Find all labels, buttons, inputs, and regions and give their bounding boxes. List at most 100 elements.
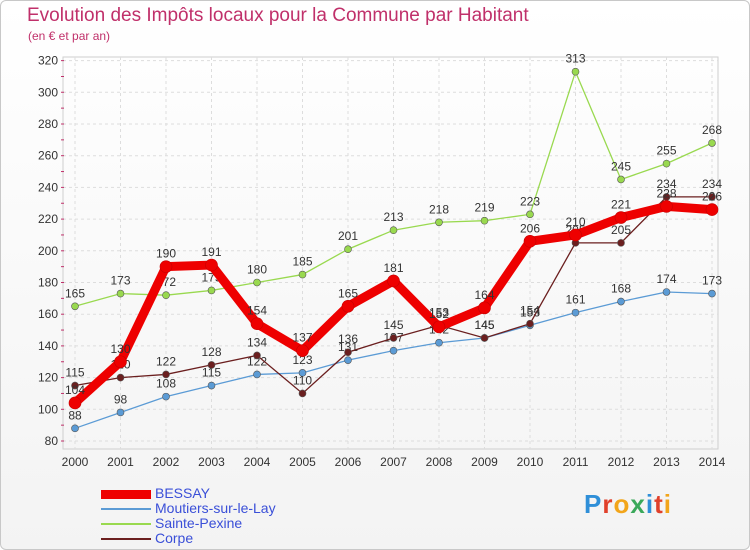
data-label-corpe: 205	[611, 223, 631, 237]
chart-subtitle: (en € et par an)	[28, 29, 111, 43]
x-tick-label: 2006	[335, 455, 362, 469]
data-label-sainte-pexine: 201	[338, 229, 358, 243]
x-tick-label: 2010	[517, 455, 544, 469]
legend-swatch-sainte-pexine	[101, 523, 151, 525]
data-point-moutiers-sur-le-lay	[708, 289, 716, 298]
y-tick-label: 280	[38, 117, 58, 131]
data-point-sainte-pexine	[526, 210, 534, 219]
data-label-sainte-pexine: 185	[292, 255, 312, 269]
data-point-sainte-pexine	[253, 278, 261, 287]
data-point-moutiers-sur-le-lay	[71, 424, 79, 433]
chart-title: Evolution des Impôts locaux pour la Comm…	[27, 5, 529, 26]
data-label-moutiers-sur-le-lay: 98	[114, 392, 128, 406]
data-label-sainte-pexine: 180	[247, 263, 267, 277]
data-point-corpe	[207, 361, 216, 369]
data-point-moutiers-sur-le-lay	[344, 356, 352, 364]
data-point-corpe	[71, 381, 79, 390]
data-point-moutiers-sur-le-lay	[662, 288, 671, 296]
data-label-bessay: 154	[247, 304, 267, 318]
x-tick-label: 2000	[62, 455, 89, 469]
data-label-corpe: 115	[65, 366, 84, 380]
data-point-moutiers-sur-le-lay	[253, 370, 261, 379]
data-label-corpe: 145	[474, 318, 494, 332]
data-label-moutiers-sur-le-lay: 122	[247, 354, 267, 368]
legend-label-sainte-pexine: Sainte-Pexine	[155, 515, 243, 531]
y-tick-label: 120	[38, 371, 58, 385]
data-label-sainte-pexine: 219	[474, 201, 494, 215]
x-tick-label: 2012	[608, 455, 635, 469]
data-label-bessay: 221	[611, 198, 631, 212]
data-label-bessay: 152	[429, 307, 449, 321]
y-tick-label: 260	[38, 149, 58, 163]
data-label-sainte-pexine: 173	[110, 274, 130, 288]
data-point-bessay	[296, 344, 309, 357]
data-label-moutiers-sur-le-lay: 168	[611, 282, 631, 296]
data-point-moutiers-sur-le-lay	[298, 369, 307, 377]
data-point-sainte-pexine	[617, 175, 625, 184]
data-point-bessay	[614, 211, 628, 224]
data-point-sainte-pexine	[480, 216, 489, 225]
data-label-moutiers-sur-le-lay: 88	[68, 408, 82, 422]
data-point-bessay	[569, 228, 582, 242]
data-point-bessay	[705, 203, 719, 216]
data-point-sainte-pexine	[435, 218, 443, 227]
y-tick-label: 200	[38, 244, 58, 258]
legend-swatch-bessay	[101, 490, 151, 499]
data-point-moutiers-sur-le-lay	[617, 297, 625, 306]
x-tick-label: 2013	[653, 455, 680, 469]
data-label-corpe: 128	[201, 345, 221, 359]
data-label-corpe: 110	[293, 373, 312, 387]
data-label-bessay: 206	[520, 221, 540, 235]
data-label-moutiers-sur-le-lay: 174	[656, 272, 676, 286]
data-point-corpe	[298, 389, 307, 398]
data-label-bessay: 210	[565, 215, 585, 229]
data-point-sainte-pexine	[298, 270, 307, 279]
data-label-corpe: 154	[520, 304, 540, 318]
data-point-sainte-pexine	[344, 245, 352, 254]
data-point-bessay	[432, 320, 446, 334]
data-label-corpe: 122	[156, 354, 176, 368]
data-label-sainte-pexine: 223	[520, 194, 540, 208]
data-label-moutiers-sur-le-lay: 173	[702, 274, 722, 288]
data-point-bessay	[114, 355, 127, 369]
data-point-sainte-pexine	[162, 291, 170, 299]
y-tick-label: 80	[45, 434, 59, 448]
x-tick-label: 2011	[563, 455, 589, 469]
data-point-corpe	[526, 319, 534, 328]
data-point-moutiers-sur-le-lay	[162, 392, 170, 401]
data-point-moutiers-sur-le-lay	[435, 338, 443, 347]
data-label-moutiers-sur-le-lay: 123	[292, 353, 312, 367]
y-tick-label: 180	[38, 276, 58, 290]
data-point-bessay	[660, 200, 673, 213]
data-point-corpe	[480, 334, 489, 342]
data-label-sainte-pexine: 245	[611, 159, 631, 173]
legend-label-bessay: BESSAY	[155, 485, 210, 501]
data-label-sainte-pexine: 213	[383, 210, 403, 224]
x-tick-label: 2005	[289, 455, 316, 469]
data-point-sainte-pexine	[116, 289, 125, 298]
data-label-bessay: 104	[65, 383, 85, 397]
data-point-corpe	[116, 373, 125, 382]
data-label-sainte-pexine: 255	[656, 144, 676, 158]
x-tick-label: 2008	[426, 455, 453, 469]
data-point-sainte-pexine	[389, 226, 398, 234]
data-point-sainte-pexine	[708, 139, 716, 147]
legend-label-moutiers: Moutiers-sur-le-Lay	[155, 500, 276, 516]
data-label-corpe: 234	[656, 177, 676, 191]
data-label-bessay: 226	[702, 190, 722, 204]
data-point-bessay	[341, 299, 355, 313]
y-tick-label: 160	[38, 307, 58, 321]
data-label-bessay: 165	[338, 286, 358, 300]
data-label-bessay: 190	[156, 247, 176, 261]
x-tick-label: 2003	[198, 455, 225, 469]
data-label-moutiers-sur-le-lay: 145	[474, 318, 494, 332]
proxiti-logo: Proxiti	[584, 489, 672, 519]
data-label-bessay: 164	[474, 288, 494, 302]
data-point-corpe	[344, 348, 352, 357]
data-point-corpe	[708, 193, 716, 201]
data-point-bessay	[250, 317, 264, 331]
data-label-sainte-pexine: 165	[65, 286, 85, 300]
data-label-bessay: 137	[292, 331, 312, 345]
data-point-sainte-pexine	[662, 159, 671, 168]
